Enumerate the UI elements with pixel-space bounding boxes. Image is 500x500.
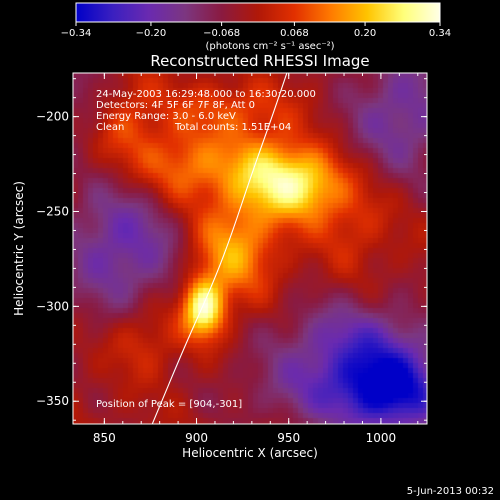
heatmap-image bbox=[73, 73, 427, 424]
colorbar-tick-label: 0.34 bbox=[429, 28, 451, 39]
colorbar-tick-label: −0.34 bbox=[61, 28, 92, 39]
y-axis-label: Heliocentric Y (arcsec) bbox=[12, 181, 26, 316]
solar-limb-line bbox=[151, 73, 288, 424]
colorbar-tick-label: 0.20 bbox=[354, 28, 376, 39]
colorbar-ticks: −0.34 −0.20 −0.068 0.068 0.20 0.34 bbox=[61, 22, 451, 39]
x-tick-label: 1000 bbox=[366, 431, 397, 445]
colorbar-tick-label: 0.068 bbox=[280, 28, 309, 39]
annotation-algorithm: Clean bbox=[96, 122, 124, 133]
y-tick-label: −300 bbox=[36, 299, 69, 313]
y-tick-label: −200 bbox=[36, 110, 69, 124]
colorbar-tick-label: −0.20 bbox=[136, 28, 167, 39]
annotation-energy: Energy Range: 3.0 - 6.0 keV bbox=[96, 111, 236, 122]
x-tick-label: 850 bbox=[93, 431, 116, 445]
plot-frame bbox=[72, 72, 428, 425]
annotation-counts: Total counts: 1.51E+04 bbox=[174, 122, 291, 133]
y-tick-label: −250 bbox=[36, 205, 69, 219]
x-tick-label: 900 bbox=[185, 431, 208, 445]
x-tick-label: 950 bbox=[277, 431, 300, 445]
x-axis-label: Heliocentric X (arcsec) bbox=[182, 446, 318, 460]
annotations: 24-May-2003 16:29:48.000 to 16:30:20.000… bbox=[96, 89, 316, 410]
annotation-peak: Position of Peak = [904,-301] bbox=[96, 399, 242, 410]
plot-area bbox=[72, 72, 428, 425]
axis-ticks: 850 900 950 1000 −200 −250 −300 −350 bbox=[36, 73, 427, 445]
chart-title: Reconstructed RHESSI Image bbox=[150, 52, 369, 70]
colorbar bbox=[75, 2, 441, 23]
footer-date: 5-Jun-2013 00:32 bbox=[407, 486, 494, 497]
colorbar-tick-label: −0.068 bbox=[203, 28, 240, 39]
y-tick-label: −350 bbox=[36, 394, 69, 408]
colorbar-unit-label: (photons cm⁻² s⁻¹ asec⁻²) bbox=[205, 41, 334, 52]
annotation-detectors: Detectors: 4F 5F 6F 7F 8F, Att 0 bbox=[96, 100, 255, 111]
annotation-time: 24-May-2003 16:29:48.000 to 16:30:20.000 bbox=[96, 89, 316, 100]
